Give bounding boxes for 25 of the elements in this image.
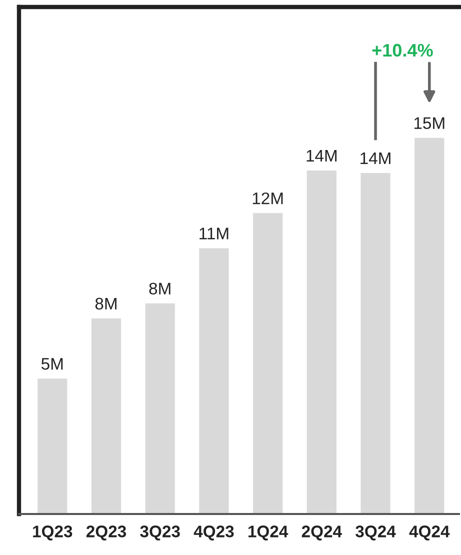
data-label: 14M <box>306 150 337 162</box>
bar <box>38 378 68 514</box>
bar <box>145 303 175 514</box>
bar <box>91 318 122 514</box>
text: +10.4% <box>372 44 433 57</box>
bar <box>414 138 444 514</box>
data-label: 12M <box>252 192 283 204</box>
bar <box>306 170 336 514</box>
bar <box>253 213 283 514</box>
x-tick-label: 3Q23 <box>140 526 180 540</box>
x-tick-label: 1Q24 <box>248 526 288 540</box>
data-label: 8M <box>149 282 170 295</box>
x-tick-label: 2Q23 <box>86 526 126 540</box>
data-label: 8M <box>95 298 116 310</box>
data-label: 11M <box>200 228 228 240</box>
x-tick-label: 3Q24 <box>356 526 396 540</box>
data-label: 14M <box>360 152 390 164</box>
data-label: 15M <box>414 117 444 130</box>
data-label: 5M <box>41 358 63 370</box>
x-tick-label: 4Q23 <box>194 526 234 540</box>
x-tick-label: 1Q23 <box>33 526 72 540</box>
x-tick-label: 4Q24 <box>409 526 450 540</box>
bar <box>360 172 390 514</box>
x-tick-label: 2Q24 <box>302 526 342 540</box>
bar <box>199 248 229 514</box>
